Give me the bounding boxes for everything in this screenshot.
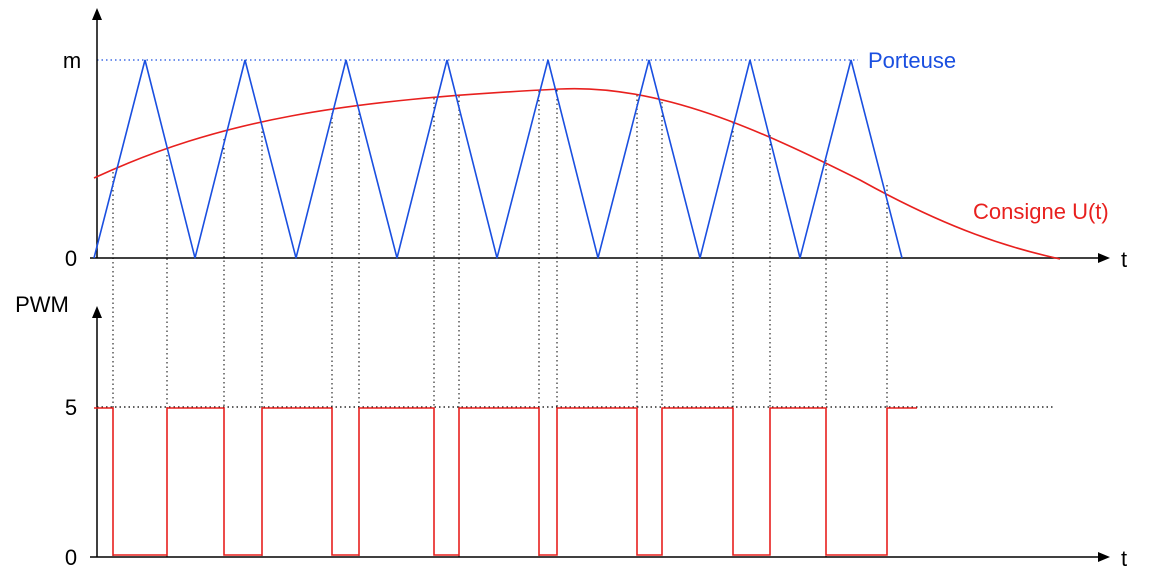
pwm-zero-label: 0 [65, 545, 77, 569]
bottom-y-arrow-icon [92, 306, 102, 318]
bottom-t-label: t [1121, 546, 1127, 569]
top-y-arrow-icon [92, 8, 102, 20]
carrier-label: Porteuse [868, 48, 956, 73]
pwm-high-label: 5 [65, 395, 77, 420]
setpoint-label: Consigne U(t) [973, 199, 1109, 224]
top-y-zero-label: 0 [65, 246, 77, 271]
top-y-m-label: m [63, 48, 81, 73]
pwm-axis-label: PWM [15, 292, 69, 317]
bottom-t-arrow-icon [1098, 552, 1110, 562]
pwm-signal [94, 407, 917, 556]
intersection-guides [112, 90, 888, 557]
carrier-triangle-wave [93, 59, 903, 259]
top-t-label: t [1121, 247, 1127, 272]
setpoint-curve [93, 87, 1061, 260]
top-t-arrow-icon [1098, 253, 1110, 263]
